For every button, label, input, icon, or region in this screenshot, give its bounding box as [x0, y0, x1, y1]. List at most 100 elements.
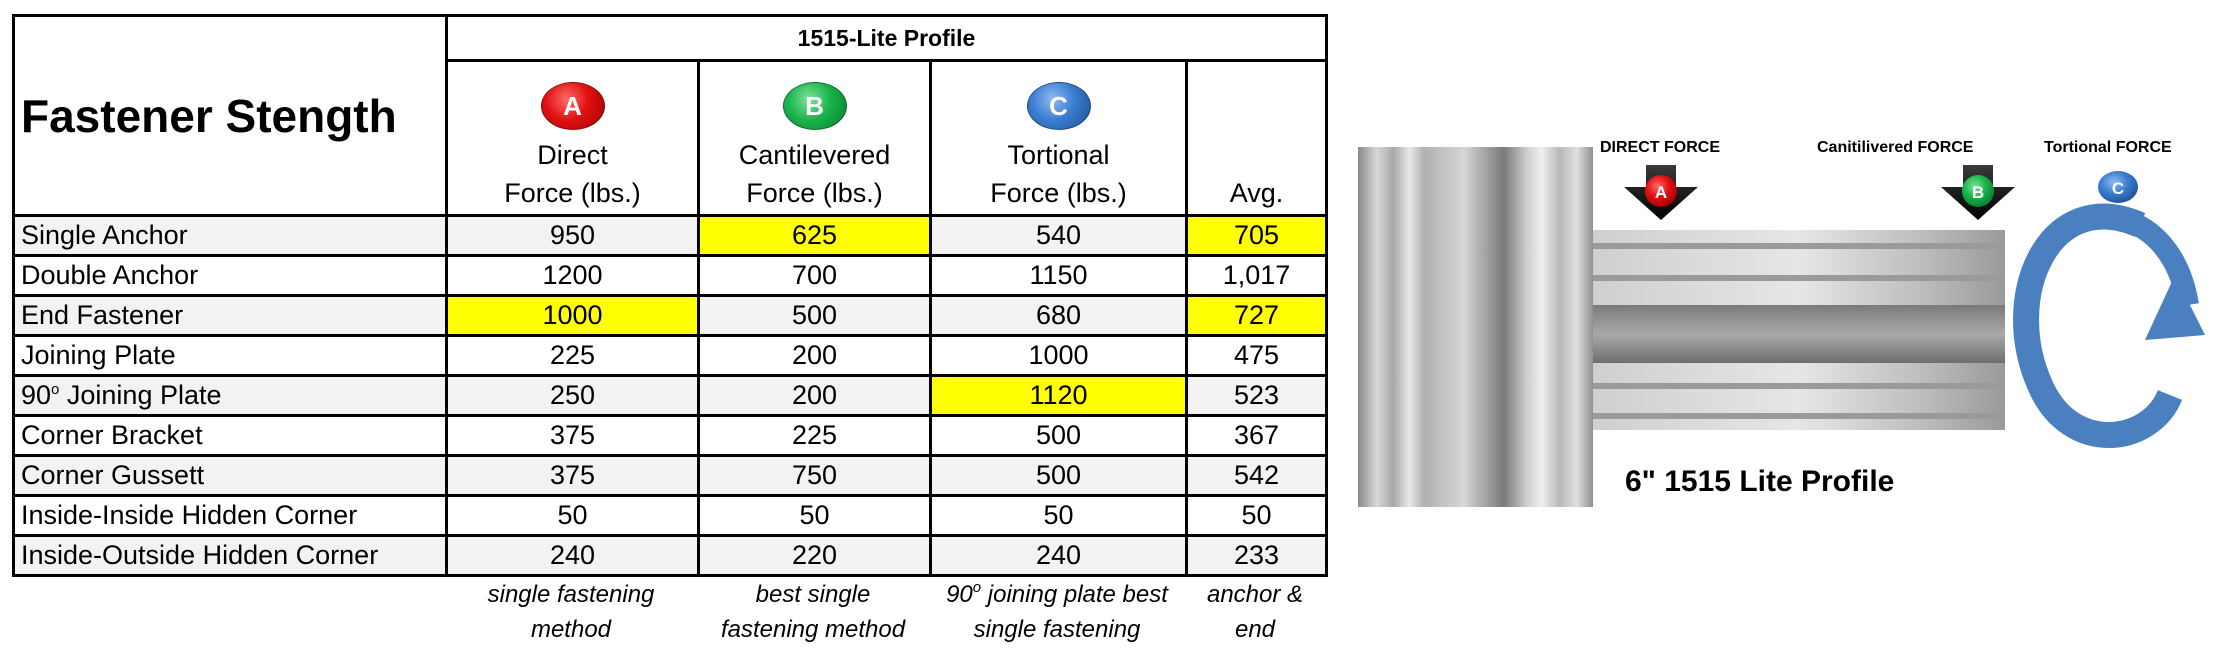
profile-header: 1515-Lite Profile	[445, 14, 1328, 62]
cell-direct: 240	[445, 534, 700, 577]
cell-tortional: 1120	[929, 374, 1188, 417]
note-line2: end	[1234, 616, 1276, 643]
cell-tortional: 540	[929, 214, 1188, 257]
column-header-line1: Cantilevered	[738, 140, 891, 170]
cell-avg: 705	[1185, 214, 1328, 257]
column-header-line2: Force (lbs.)	[746, 178, 883, 208]
table-row: Joining Plate 225 200 1000 475	[12, 334, 1328, 377]
cantilevered-force-label: Canitilivered FORCE	[1817, 139, 1974, 156]
cell-cantilevered: 625	[697, 214, 932, 257]
cell-cantilevered: 50	[697, 494, 932, 537]
cell-avg: 1,017	[1185, 254, 1328, 297]
row-label: End Fastener	[12, 294, 448, 337]
cell-tortional: 500	[929, 414, 1188, 457]
cell-cantilevered: 700	[697, 254, 932, 297]
cell-tortional: 680	[929, 294, 1188, 337]
badge-b-icon: B	[782, 82, 847, 130]
cell-avg: 727	[1185, 294, 1328, 337]
cell-tortional: 1000	[929, 334, 1188, 377]
row-label: Joining Plate	[12, 334, 448, 377]
vertical-profile	[1358, 147, 1593, 507]
note-cantilevered: best single fastening method	[697, 577, 929, 647]
profile-core	[1593, 305, 2005, 363]
cell-direct: 375	[445, 414, 700, 457]
profile-groove	[1593, 275, 2005, 281]
cell-direct: 250	[445, 374, 700, 417]
table-row: Single Anchor 950 625 540 705	[12, 214, 1328, 257]
row-label: Corner Gussett	[12, 454, 448, 497]
badge-b-diagram-icon	[1962, 175, 1994, 207]
note-direct: single fastening method	[445, 577, 697, 647]
cell-tortional: 1150	[929, 254, 1188, 297]
table-header-row-1: Fastener Stength 1515-Lite Profile	[12, 14, 1328, 217]
cell-tortional: 240	[929, 534, 1188, 577]
column-header-line1: Direct	[537, 140, 608, 170]
avg-header: Avg.	[1229, 178, 1284, 208]
column-header-cantilevered: B Cantilevered Force (lbs.)	[697, 59, 932, 217]
diagram-caption: 6" 1515 Lite Profile	[1625, 465, 1895, 498]
badge-a-letter: A	[1655, 183, 1667, 202]
cell-avg: 542	[1185, 454, 1328, 497]
cell-avg: 475	[1185, 334, 1328, 377]
table-header-row-2: A Direct Force (lbs.) B Cantilevered For…	[14, 59, 1328, 217]
profile-groove	[1593, 383, 2005, 389]
rotation-arrow-icon	[2013, 203, 2183, 448]
column-header-avg: Avg.	[1185, 59, 1328, 217]
degree-sup: o	[972, 579, 982, 596]
row-label-prefix: 90	[21, 380, 52, 410]
cell-avg: 523	[1185, 374, 1328, 417]
table-row: Inside-Outside Hidden Corner 240 220 240…	[12, 534, 1328, 577]
profile-diagram: A B C	[1358, 147, 2205, 507]
note-line2: fastening method	[720, 616, 906, 643]
rotation-arrow-tail	[2108, 207, 2199, 308]
row-label: Inside-Inside Hidden Corner	[12, 494, 448, 537]
badge-c-letter: C	[2112, 179, 2124, 198]
note-line1: anchor &	[1206, 581, 1304, 608]
cell-cantilevered: 225	[697, 414, 932, 457]
column-header-line2: Force (lbs.)	[504, 178, 641, 208]
table-row: Corner Bracket 375 225 500 367	[12, 414, 1328, 457]
note-line1: 90o joining plate best	[929, 577, 1185, 612]
cell-direct: 1000	[445, 294, 700, 337]
note-avg: anchor & end	[1185, 577, 1325, 647]
profile-groove	[1593, 413, 2005, 419]
degree-sup: o	[51, 381, 60, 398]
note-line1: best single	[755, 581, 871, 608]
cell-cantilevered: 220	[697, 534, 932, 577]
table-row: 90o Joining Plate 250 200 1120 523	[12, 374, 1328, 417]
table-title: Fastener Stength	[12, 14, 448, 217]
row-label: Double Anchor	[12, 254, 448, 297]
cell-tortional: 500	[929, 454, 1188, 497]
cell-cantilevered: 200	[697, 374, 932, 417]
note-prefix: 90	[946, 581, 973, 608]
fastener-strength-table: Fastener Stength 1515-Lite Profile A Dir…	[12, 14, 1328, 577]
note-line2: single fastening	[973, 616, 1141, 643]
badge-a-diagram-icon	[1645, 175, 1677, 207]
table-row: Inside-Inside Hidden Corner 50 50 50 50	[12, 494, 1328, 537]
profile-groove	[1593, 243, 2005, 249]
cell-avg: 367	[1185, 414, 1328, 457]
column-header-line2: Force (lbs.)	[990, 178, 1127, 208]
cell-cantilevered: 200	[697, 334, 932, 377]
cell-avg: 233	[1185, 534, 1328, 577]
badge-c-icon: C	[1026, 82, 1091, 130]
row-label: Single Anchor	[12, 214, 448, 257]
note-tortional: 90o joining plate best single fastening	[929, 577, 1185, 647]
table-row: Double Anchor 1200 700 1150 1,017	[12, 254, 1328, 297]
column-header-line1: Tortional	[1007, 140, 1110, 170]
direct-force-label: DIRECT FORCE	[1600, 139, 1720, 156]
rotation-arrowhead-icon	[2145, 275, 2205, 340]
cell-direct: 1200	[445, 254, 700, 297]
table-row: Corner Gussett 375 750 500 542	[12, 454, 1328, 497]
column-header-tortional: C Tortional Force (lbs.)	[929, 59, 1188, 217]
note-line1: single fastening	[487, 581, 655, 608]
cell-cantilevered: 500	[697, 294, 932, 337]
row-label-suffix: Joining Plate	[59, 380, 222, 410]
row-label: 90o Joining Plate	[12, 374, 448, 417]
cell-tortional: 50	[929, 494, 1188, 537]
row-label: Corner Bracket	[12, 414, 448, 457]
note-line2: method	[530, 616, 612, 643]
cell-cantilevered: 750	[697, 454, 932, 497]
cell-direct: 225	[445, 334, 700, 377]
cell-direct: 50	[445, 494, 700, 537]
